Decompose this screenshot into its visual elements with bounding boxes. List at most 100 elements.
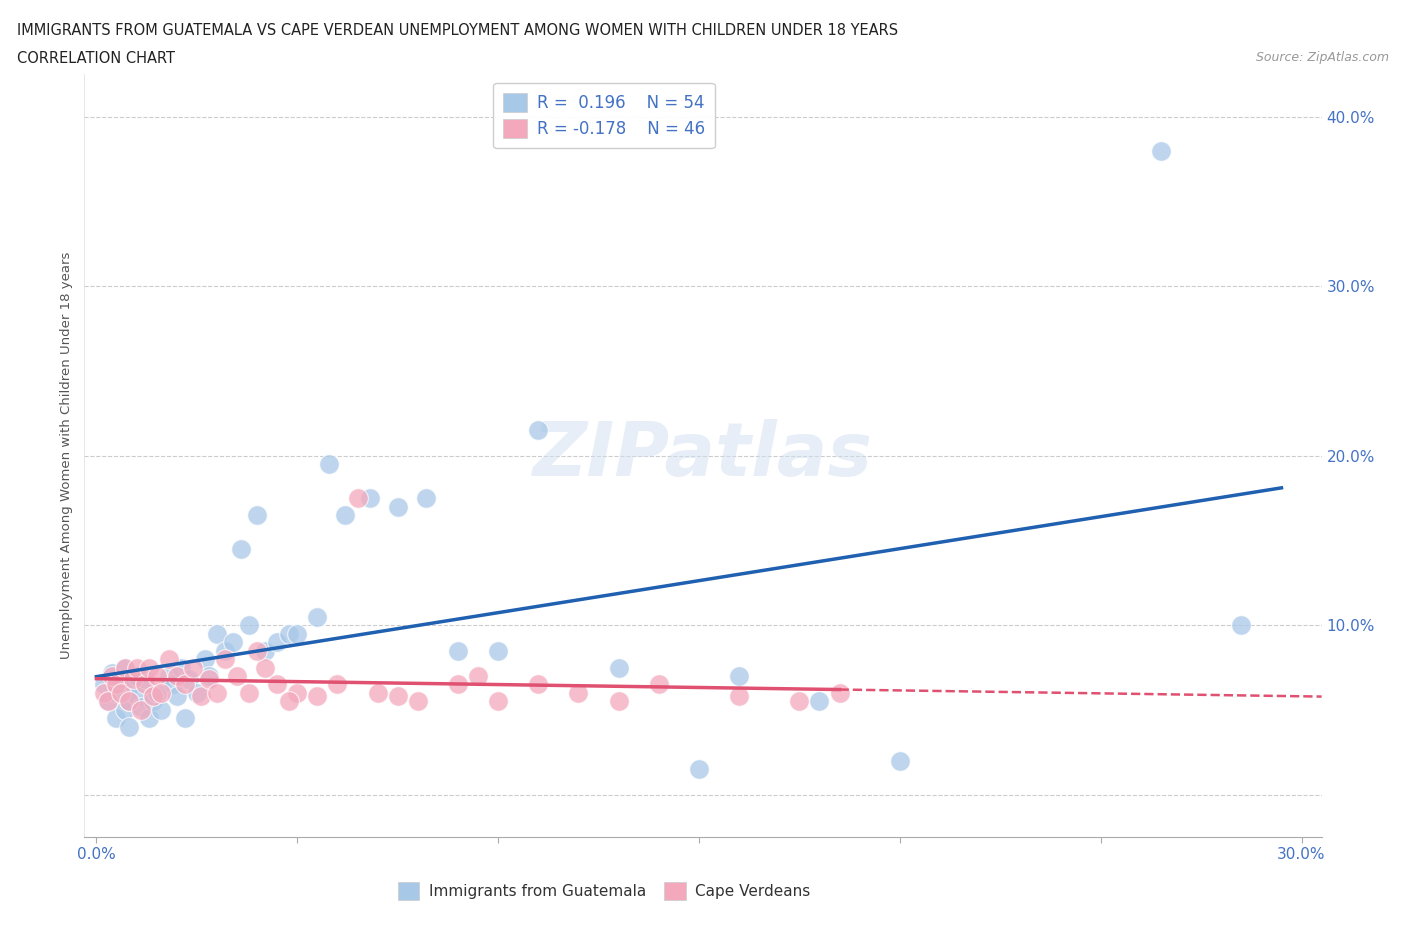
Text: IMMIGRANTS FROM GUATEMALA VS CAPE VERDEAN UNEMPLOYMENT AMONG WOMEN WITH CHILDREN: IMMIGRANTS FROM GUATEMALA VS CAPE VERDEA… xyxy=(17,23,898,38)
Point xyxy=(117,720,139,735)
Point xyxy=(162,677,184,692)
Point xyxy=(105,677,128,692)
Point xyxy=(110,685,132,700)
Point xyxy=(387,499,409,514)
Point xyxy=(214,644,236,658)
Point xyxy=(177,672,200,687)
Point xyxy=(142,694,165,709)
Point xyxy=(105,685,128,700)
Point xyxy=(607,660,630,675)
Point xyxy=(486,694,509,709)
Y-axis label: Unemployment Among Women with Children Under 18 years: Unemployment Among Women with Children U… xyxy=(60,252,73,659)
Point xyxy=(346,491,368,506)
Point xyxy=(145,685,167,700)
Point xyxy=(205,685,228,700)
Point xyxy=(101,669,124,684)
Point xyxy=(114,660,136,675)
Point xyxy=(467,669,489,684)
Point xyxy=(889,753,911,768)
Point xyxy=(307,609,329,624)
Point xyxy=(194,652,217,667)
Point xyxy=(1150,143,1173,158)
Point xyxy=(527,423,550,438)
Text: Source: ZipAtlas.com: Source: ZipAtlas.com xyxy=(1256,51,1389,64)
Point xyxy=(447,644,470,658)
Point xyxy=(93,685,115,700)
Point xyxy=(238,685,260,700)
Point xyxy=(318,457,340,472)
Point xyxy=(149,702,172,717)
Point xyxy=(173,677,195,692)
Point xyxy=(134,677,156,692)
Point xyxy=(186,685,208,700)
Point xyxy=(214,652,236,667)
Point xyxy=(266,634,288,649)
Point xyxy=(415,491,437,506)
Point xyxy=(173,711,195,725)
Point xyxy=(142,689,165,704)
Point xyxy=(728,669,751,684)
Point xyxy=(138,711,160,725)
Point xyxy=(138,660,160,675)
Point xyxy=(567,685,589,700)
Point xyxy=(198,672,221,687)
Point xyxy=(166,689,188,704)
Point xyxy=(307,689,329,704)
Point xyxy=(125,689,148,704)
Point xyxy=(278,694,301,709)
Point xyxy=(117,694,139,709)
Point xyxy=(367,685,389,700)
Point xyxy=(181,660,204,675)
Point xyxy=(166,669,188,684)
Point xyxy=(101,665,124,680)
Point xyxy=(110,672,132,687)
Point xyxy=(125,660,148,675)
Point xyxy=(157,652,180,667)
Point xyxy=(406,694,429,709)
Point xyxy=(335,508,357,523)
Point xyxy=(97,694,120,709)
Point xyxy=(607,694,630,709)
Point xyxy=(359,491,381,506)
Point xyxy=(1230,618,1253,632)
Point xyxy=(149,685,172,700)
Point xyxy=(278,626,301,641)
Point xyxy=(527,677,550,692)
Point xyxy=(728,689,751,704)
Point xyxy=(121,672,143,687)
Point xyxy=(688,762,710,777)
Point xyxy=(125,669,148,684)
Point xyxy=(789,694,811,709)
Point xyxy=(190,689,212,704)
Point xyxy=(121,677,143,692)
Point xyxy=(447,677,470,692)
Point xyxy=(145,669,167,684)
Point xyxy=(129,699,152,714)
Point xyxy=(326,677,349,692)
Point xyxy=(808,694,831,709)
Point xyxy=(105,711,128,725)
Point xyxy=(226,669,249,684)
Point xyxy=(254,660,277,675)
Point xyxy=(205,626,228,641)
Point xyxy=(238,618,260,632)
Point xyxy=(486,644,509,658)
Point xyxy=(246,644,269,658)
Text: ZIPatlas: ZIPatlas xyxy=(533,419,873,492)
Point xyxy=(97,694,120,709)
Point xyxy=(157,669,180,684)
Point xyxy=(828,685,851,700)
Point xyxy=(134,672,156,687)
Point xyxy=(229,541,252,556)
Point xyxy=(285,626,308,641)
Point xyxy=(387,689,409,704)
Point xyxy=(266,677,288,692)
Point xyxy=(114,660,136,675)
Point xyxy=(254,644,277,658)
Point xyxy=(129,702,152,717)
Point xyxy=(93,677,115,692)
Point xyxy=(285,685,308,700)
Text: CORRELATION CHART: CORRELATION CHART xyxy=(17,51,174,66)
Point xyxy=(222,634,245,649)
Point xyxy=(114,702,136,717)
